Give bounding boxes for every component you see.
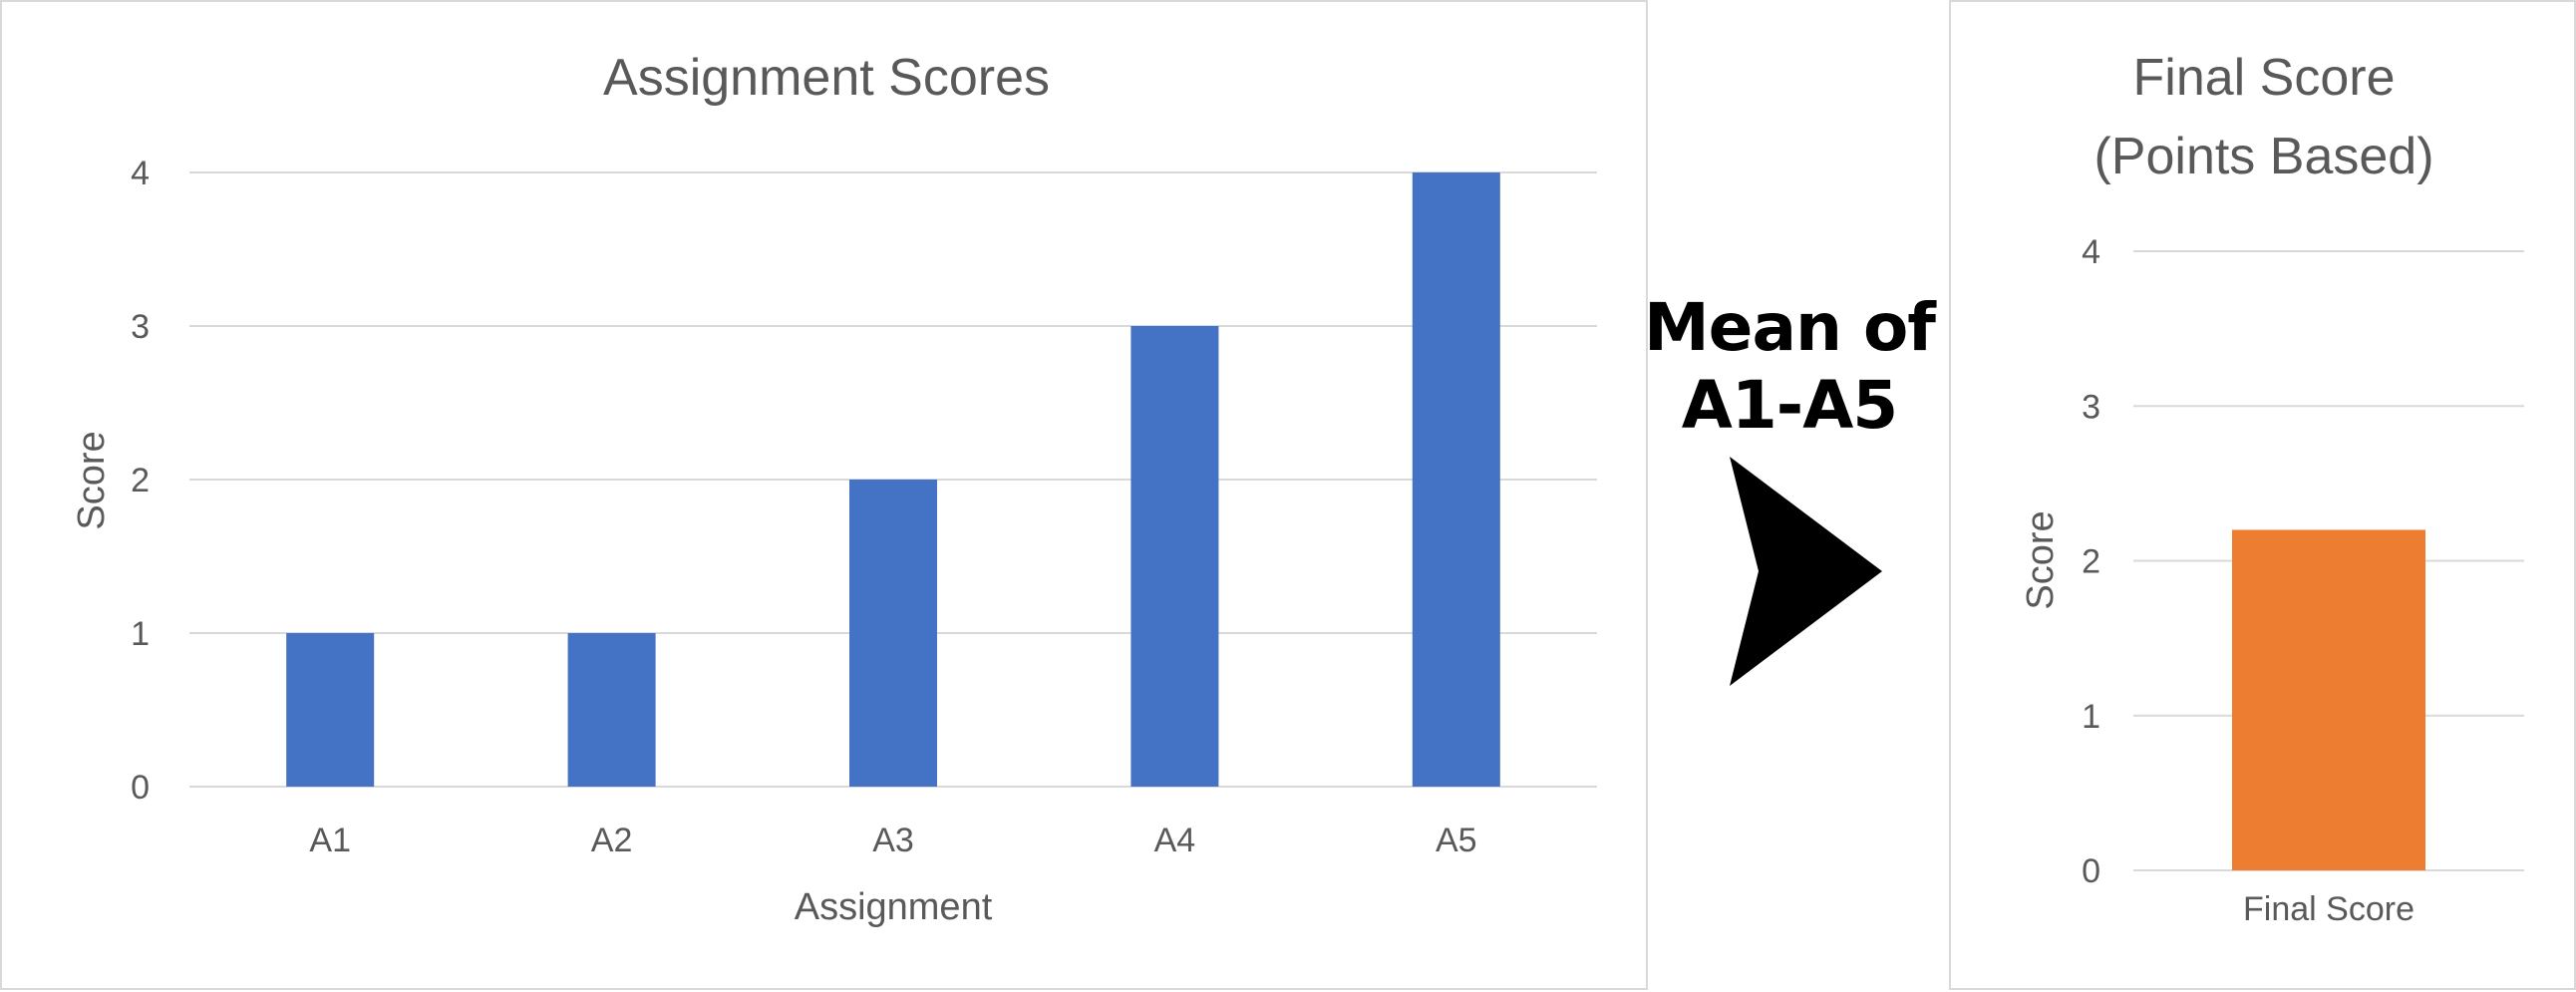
- mean-annotation: Mean of A1-A5: [1635, 289, 1944, 445]
- final-score-chart: Final Score (Points Based) Score 0 1 2 3 4 F…: [2020, 49, 2524, 928]
- bar-a5: [1412, 172, 1500, 787]
- bar-a2: [567, 633, 656, 787]
- y-tick-label: 4: [131, 155, 150, 192]
- bar-a3: [849, 480, 937, 787]
- assignment-scores-chart-panel: Assignment Scores Score Assignment 0 1 2 3 4…: [0, 0, 1648, 990]
- x-tick-label: A4: [1154, 822, 1196, 859]
- bar-final-score: [2232, 529, 2425, 870]
- y-tick-label: 3: [2082, 388, 2100, 426]
- final-score-chart-panel: Final Score (Points Based) Score 0 1 2 3 4 F…: [1949, 0, 2576, 990]
- y-axis-label: Score: [71, 431, 113, 529]
- chart-title-line-2: (Points Based): [2093, 128, 2433, 185]
- x-tick-label: A3: [872, 822, 914, 859]
- y-tick-label: 1: [131, 615, 150, 653]
- y-tick-label: 4: [2082, 233, 2100, 271]
- y-tick-label: 2: [2082, 543, 2100, 581]
- x-tick-label: A1: [309, 822, 351, 859]
- y-tick-label: 3: [131, 308, 150, 346]
- bar-a4: [1130, 326, 1219, 787]
- annotation-line-2: A1-A5: [1681, 367, 1898, 444]
- y-tick-label: 1: [2082, 698, 2100, 736]
- y-tick-label: 0: [2082, 852, 2100, 890]
- y-tick-label: 0: [131, 769, 150, 807]
- x-axis-label: Assignment: [795, 886, 993, 928]
- x-tick-label: A2: [591, 822, 633, 859]
- y-axis-label: Score: [2020, 510, 2062, 609]
- x-tick-label: A5: [1436, 822, 1477, 859]
- bar-a1: [286, 633, 375, 787]
- assignment-scores-chart: Assignment Scores Score Assignment 0 1 2 3 4…: [71, 49, 1597, 928]
- chart-title: Assignment Scores: [603, 49, 1050, 107]
- y-tick-label: 2: [131, 462, 150, 499]
- annotation-line-1: Mean of: [1644, 289, 1936, 366]
- x-tick-label: Final Score: [2243, 890, 2415, 928]
- chart-title-line-1: Final Score: [2133, 49, 2396, 107]
